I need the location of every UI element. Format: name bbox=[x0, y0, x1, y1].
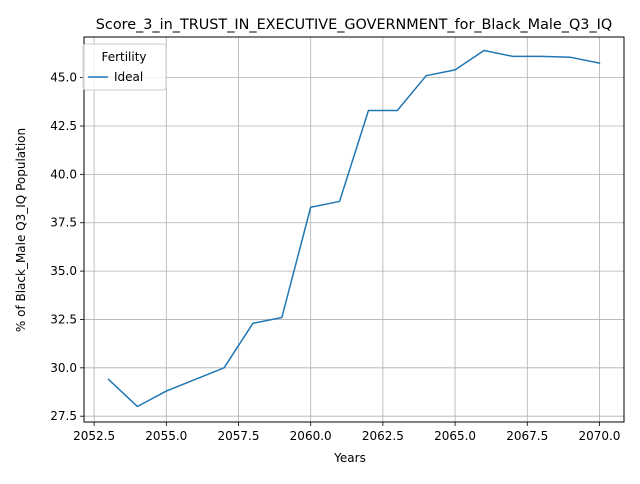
y-axis-label: % of Black_Male Q3_IQ Population bbox=[14, 128, 28, 332]
y-tick-label: 37.5 bbox=[50, 216, 77, 230]
x-tick-label: 2062.5 bbox=[362, 429, 404, 443]
y-tick-label: 40.0 bbox=[50, 167, 77, 181]
y-tick-label: 35.0 bbox=[50, 264, 77, 278]
y-tick-label: 30.0 bbox=[50, 361, 77, 375]
x-tick-label: 2052.5 bbox=[73, 429, 115, 443]
x-tick-label: 2070.0 bbox=[578, 429, 620, 443]
y-tick-label: 32.5 bbox=[50, 312, 77, 326]
x-tick-label: 2057.5 bbox=[217, 429, 259, 443]
series-layer bbox=[107, 49, 601, 408]
y-tick-label: 42.5 bbox=[50, 119, 77, 133]
x-tick-label: 2060.0 bbox=[290, 429, 332, 443]
series-line-ideal bbox=[107, 49, 601, 408]
y-tick-label: 45.0 bbox=[50, 71, 77, 85]
plot-frame bbox=[83, 36, 625, 423]
legend-title: Fertility bbox=[101, 50, 146, 64]
x-tick-label: 2065.0 bbox=[434, 429, 476, 443]
grid bbox=[84, 37, 624, 422]
legend-box bbox=[82, 43, 167, 91]
x-tick-label: 2067.5 bbox=[506, 429, 548, 443]
y-tick-label: 27.5 bbox=[50, 409, 77, 423]
chart-title: Score_3_in_TRUST_IN_EXECUTIVE_GOVERNMENT… bbox=[96, 17, 612, 33]
legend-label-ideal: Ideal bbox=[114, 70, 143, 84]
x-tick-label: 2055.0 bbox=[145, 429, 187, 443]
x-axis-label: Years bbox=[333, 451, 366, 465]
x-axis-ticks: 2052.5 2055.0 2057.5 2060.0 2062.5 2065.0 2067… bbox=[73, 422, 620, 443]
legend: Fertility Ideal bbox=[82, 43, 167, 91]
y-axis-ticks: 27.5 30.0 32.5 35.0 37.5 40.0 42.5 45.0 bbox=[50, 71, 84, 423]
